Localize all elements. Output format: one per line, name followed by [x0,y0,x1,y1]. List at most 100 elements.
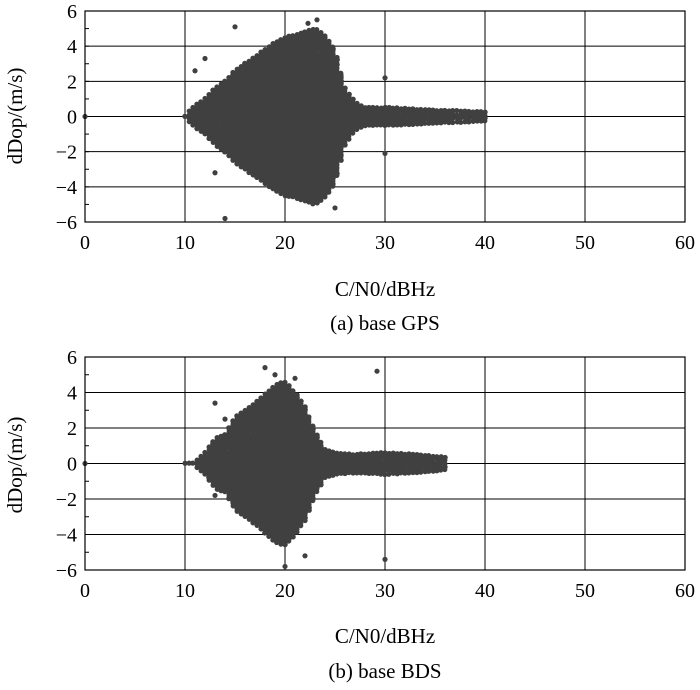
scatter-point [442,454,448,461]
scatter-point [382,471,388,478]
scatter-point [234,413,240,419]
scatter-point [230,69,236,76]
x-tick-label: 50 [575,232,595,254]
scatter-point [302,29,308,35]
x-tick-label: 40 [475,580,495,602]
scatter-point [314,17,320,23]
scatter-point [438,464,444,470]
scatter-point [190,460,196,466]
scatter-point [182,113,188,119]
scatter-point [290,33,296,39]
scatter-point [330,44,336,50]
scatter-point [192,68,198,74]
panel-b-points [82,365,448,570]
scatter-point [190,104,196,111]
scatter-point [206,444,212,450]
scatter-point [212,492,218,499]
panel-a-frame [84,10,686,223]
panel-a-y-label: dDop/(m/s) [3,68,27,165]
y-tick-label: 0 [67,454,77,476]
scatter-point [378,105,384,111]
scatter-point [338,450,344,457]
scatter-point [346,91,352,97]
y-tick-label: 2 [67,71,77,93]
scatter-point [482,109,488,115]
scatter-point [450,111,456,117]
scatter-point [410,451,416,457]
scatter-point [310,423,316,429]
scatter-point [282,563,288,570]
scatter-point [314,432,320,438]
scatter-point [382,450,388,456]
x-tick-label: 50 [575,580,595,602]
scatter-point [194,464,200,471]
scatter-point [450,107,456,114]
scatter-point [418,106,424,113]
scatter-point [466,116,472,122]
y-tick-label: −2 [56,489,77,511]
scatter-point [222,78,228,84]
scatter-point [430,107,436,113]
scatter-point [354,100,360,106]
x-tick-label: 0 [80,580,90,602]
panel-b-x-ticks: 0 10 20 30 40 50 60 [80,580,695,602]
scatter-point [458,119,464,125]
scatter-point [430,453,436,460]
scatter-point [462,119,468,125]
y-tick-label: 2 [67,418,77,440]
scatter-point [414,107,420,113]
scatter-point [454,108,460,114]
scatter-point [234,66,240,72]
scatter-point [342,451,348,457]
scatter-point [398,106,404,112]
scatter-point [262,47,268,53]
scatter-point [370,450,376,456]
scatter-point [286,33,292,39]
y-tick-label: 6 [67,1,77,23]
scatter-point [382,556,388,562]
scatter-point [442,107,448,114]
scatter-point [322,447,328,453]
scatter-point [450,115,456,122]
scatter-point [322,33,328,39]
scatter-point [318,439,324,445]
scatter-point [402,451,408,457]
scatter-point [222,215,228,222]
scatter-point [278,380,284,386]
scatter-point [382,75,388,81]
scatter-point [212,170,218,176]
scatter-point [242,60,248,67]
scatter-point [394,451,400,457]
scatter-point [210,439,216,445]
scatter-point [450,119,456,126]
x-tick-label: 10 [175,232,195,254]
scatter-point [402,464,408,470]
scatter-point [270,384,276,391]
scatter-point [426,107,432,113]
scatter-point [434,454,440,460]
scatter-point [394,105,400,111]
scatter-point [286,383,292,389]
scatter-point [290,388,296,394]
scatter-point [474,109,480,115]
scatter-point [402,105,408,111]
scatter-point [362,114,368,120]
x-tick-label: 20 [275,580,295,602]
scatter-point [358,103,364,109]
scatter-point [410,106,416,112]
scatter-point [462,108,468,114]
scatter-point [374,368,380,374]
scatter-point [218,81,224,87]
scatter-point [250,55,256,61]
scatter-point [186,112,192,118]
x-tick-label: 10 [175,580,195,602]
scatter-point [314,27,320,33]
scatter-point [305,20,311,26]
x-tick-label: 30 [375,580,395,602]
panel-a-caption: (a) base GPS [330,311,440,335]
scatter-point [222,416,228,422]
y-tick-label: 4 [67,36,77,58]
scatter-point [422,120,428,126]
scatter-point [430,117,436,123]
